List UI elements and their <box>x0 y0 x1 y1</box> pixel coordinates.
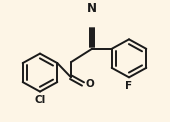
Text: O: O <box>85 79 94 89</box>
Text: Cl: Cl <box>34 95 46 105</box>
Text: N: N <box>87 2 97 15</box>
Text: F: F <box>125 81 133 91</box>
